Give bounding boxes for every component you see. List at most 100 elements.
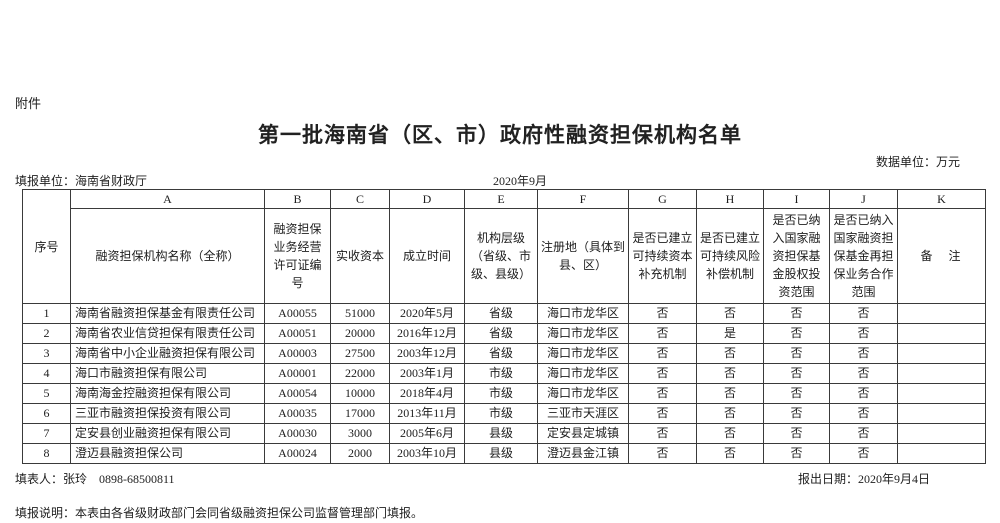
table-row: 5 海南海金控融资担保有限公司 A00054 10000 2018年4月 市级 …: [22, 383, 986, 404]
cell-institution-level: 市级: [464, 383, 538, 404]
cell-equity-scope: 否: [763, 403, 830, 424]
cell-established-date: 2020年5月: [389, 303, 465, 324]
header-row: 融资担保机构名称（全称） 融资担保业务经营许可证编号 实收资本 成立时间 机构层…: [23, 208, 986, 304]
column-letter-a: A: [70, 189, 265, 209]
header-license-number: 融资担保业务经营许可证编号: [264, 208, 331, 304]
cell-capital-mechanism: 否: [628, 363, 697, 384]
cell-established-date: 2013年11月: [389, 403, 465, 424]
table-row: 2 海南省农业信贷担保有限责任公司 A00051 20000 2016年12月 …: [22, 323, 986, 344]
cell-risk-mechanism: 否: [696, 423, 764, 444]
cell-institution-name: 海南省农业信贷担保有限责任公司: [70, 323, 265, 344]
cell-seq: 1: [22, 303, 71, 324]
cell-registration-location: 海口市龙华区: [537, 383, 629, 404]
column-letter-f: F: [537, 189, 629, 209]
header-reguarantee-scope: 是否已纳入国家融资担保基金再担保业务合作范围: [829, 208, 898, 304]
guarantee-institutions-table: 序号 A B C D E F G H I J K 融资担保机构名称（全称） 融资…: [22, 189, 986, 464]
header-capital-mechanism: 是否已建立可持续资本补充机制: [628, 208, 697, 304]
column-letter-k: K: [897, 189, 986, 209]
header-risk-mechanism: 是否已建立可持续风险补偿机制: [696, 208, 764, 304]
column-letter-i: I: [763, 189, 830, 209]
cell-institution-level: 市级: [464, 403, 538, 424]
cell-registration-location: 海口市龙华区: [537, 323, 629, 344]
column-letter-d: D: [389, 189, 465, 209]
cell-remarks: [897, 303, 986, 324]
cell-seq: 6: [22, 403, 71, 424]
column-letter-g: G: [628, 189, 697, 209]
data-unit-label: 数据单位：万元: [875, 155, 960, 169]
header-remarks: 备 注: [897, 208, 986, 304]
cell-capital-mechanism: 否: [628, 303, 697, 324]
footer-row: 填表人：张玲 0898-68500811 报出日期：2020年9月4日: [15, 470, 985, 486]
cell-risk-mechanism: 否: [696, 343, 764, 364]
cell-established-date: 2003年10月: [389, 443, 465, 464]
cell-paid-in-capital: 10000: [330, 383, 390, 404]
cell-capital-mechanism: 否: [628, 323, 697, 344]
column-letter-c: C: [330, 189, 390, 209]
report-date: 报出日期：2020年9月4日: [797, 472, 930, 486]
cell-risk-mechanism: 否: [696, 403, 764, 424]
cell-license-number: A00035: [264, 403, 331, 424]
cell-institution-name: 澄迈县融资担保公司: [70, 443, 265, 464]
cell-reguarantee-scope: 否: [829, 383, 898, 404]
cell-established-date: 2003年1月: [389, 363, 465, 384]
cell-license-number: A00001: [264, 363, 331, 384]
cell-registration-location: 海口市龙华区: [537, 363, 629, 384]
cell-remarks: [897, 443, 986, 464]
cell-paid-in-capital: 2000: [330, 443, 390, 464]
cell-license-number: A00051: [264, 323, 331, 344]
cell-remarks: [897, 363, 986, 384]
column-letter-b: B: [264, 189, 331, 209]
report-period: 2020年9月: [492, 174, 547, 188]
header-paid-in-capital: 实收资本: [330, 208, 390, 304]
cell-paid-in-capital: 17000: [330, 403, 390, 424]
cell-reguarantee-scope: 否: [829, 323, 898, 344]
cell-license-number: A00030: [264, 423, 331, 444]
cell-seq: 2: [22, 323, 71, 344]
cell-remarks: [897, 343, 986, 364]
cell-risk-mechanism: 否: [696, 383, 764, 404]
cell-reguarantee-scope: 否: [829, 403, 898, 424]
column-letter-h: H: [696, 189, 764, 209]
cell-paid-in-capital: 51000: [330, 303, 390, 324]
cell-institution-name: 海口市融资担保有限公司: [70, 363, 265, 384]
column-letter-e: E: [464, 189, 538, 209]
cell-paid-in-capital: 3000: [330, 423, 390, 444]
preparer-info: 填表人：张玲 0898-68500811: [15, 472, 175, 486]
cell-risk-mechanism: 是: [696, 323, 764, 344]
cell-institution-level: 县级: [464, 423, 538, 444]
cell-paid-in-capital: 27500: [330, 343, 390, 364]
cell-reguarantee-scope: 否: [829, 423, 898, 444]
cell-established-date: 2016年12月: [389, 323, 465, 344]
cell-equity-scope: 否: [763, 383, 830, 404]
cell-institution-name: 三亚市融资担保投资有限公司: [70, 403, 265, 424]
table-row: 7 定安县创业融资担保有限公司 A00030 3000 2005年6月 县级 定…: [22, 423, 986, 444]
column-letter-row: 序号 A B C D E F G H I J K: [22, 189, 986, 304]
cell-institution-level: 省级: [464, 303, 538, 324]
header-seq: 序号: [22, 189, 71, 304]
reporting-unit-label: 填报单位：海南省财政厅: [15, 174, 148, 188]
cell-capital-mechanism: 否: [628, 343, 697, 364]
cell-reguarantee-scope: 否: [829, 303, 898, 324]
cell-equity-scope: 否: [763, 323, 830, 344]
header-institution-name: 融资担保机构名称（全称）: [70, 208, 265, 304]
cell-remarks: [897, 323, 986, 344]
cell-capital-mechanism: 否: [628, 383, 697, 404]
cell-license-number: A00054: [264, 383, 331, 404]
cell-institution-name: 海南省融资担保基金有限责任公司: [70, 303, 265, 324]
cell-equity-scope: 否: [763, 303, 830, 324]
cell-institution-name: 定安县创业融资担保有限公司: [70, 423, 265, 444]
cell-established-date: 2003年12月: [389, 343, 465, 364]
header-equity-scope: 是否已纳入国家融资担保基金股权投资范围: [763, 208, 830, 304]
cell-capital-mechanism: 否: [628, 403, 697, 424]
cell-registration-location: 澄迈县金江镇: [537, 443, 629, 464]
cell-equity-scope: 否: [763, 363, 830, 384]
cell-reguarantee-scope: 否: [829, 343, 898, 364]
cell-institution-name: 海南省中小企业融资担保有限公司: [70, 343, 265, 364]
cell-license-number: A00024: [264, 443, 331, 464]
cell-equity-scope: 否: [763, 443, 830, 464]
table-row: 4 海口市融资担保有限公司 A00001 22000 2003年1月 市级 海口…: [22, 363, 986, 384]
cell-capital-mechanism: 否: [628, 423, 697, 444]
attachment-label: 附件: [15, 96, 42, 111]
table-body: 1 海南省融资担保基金有限责任公司 A00055 51000 2020年5月 省…: [22, 303, 986, 464]
